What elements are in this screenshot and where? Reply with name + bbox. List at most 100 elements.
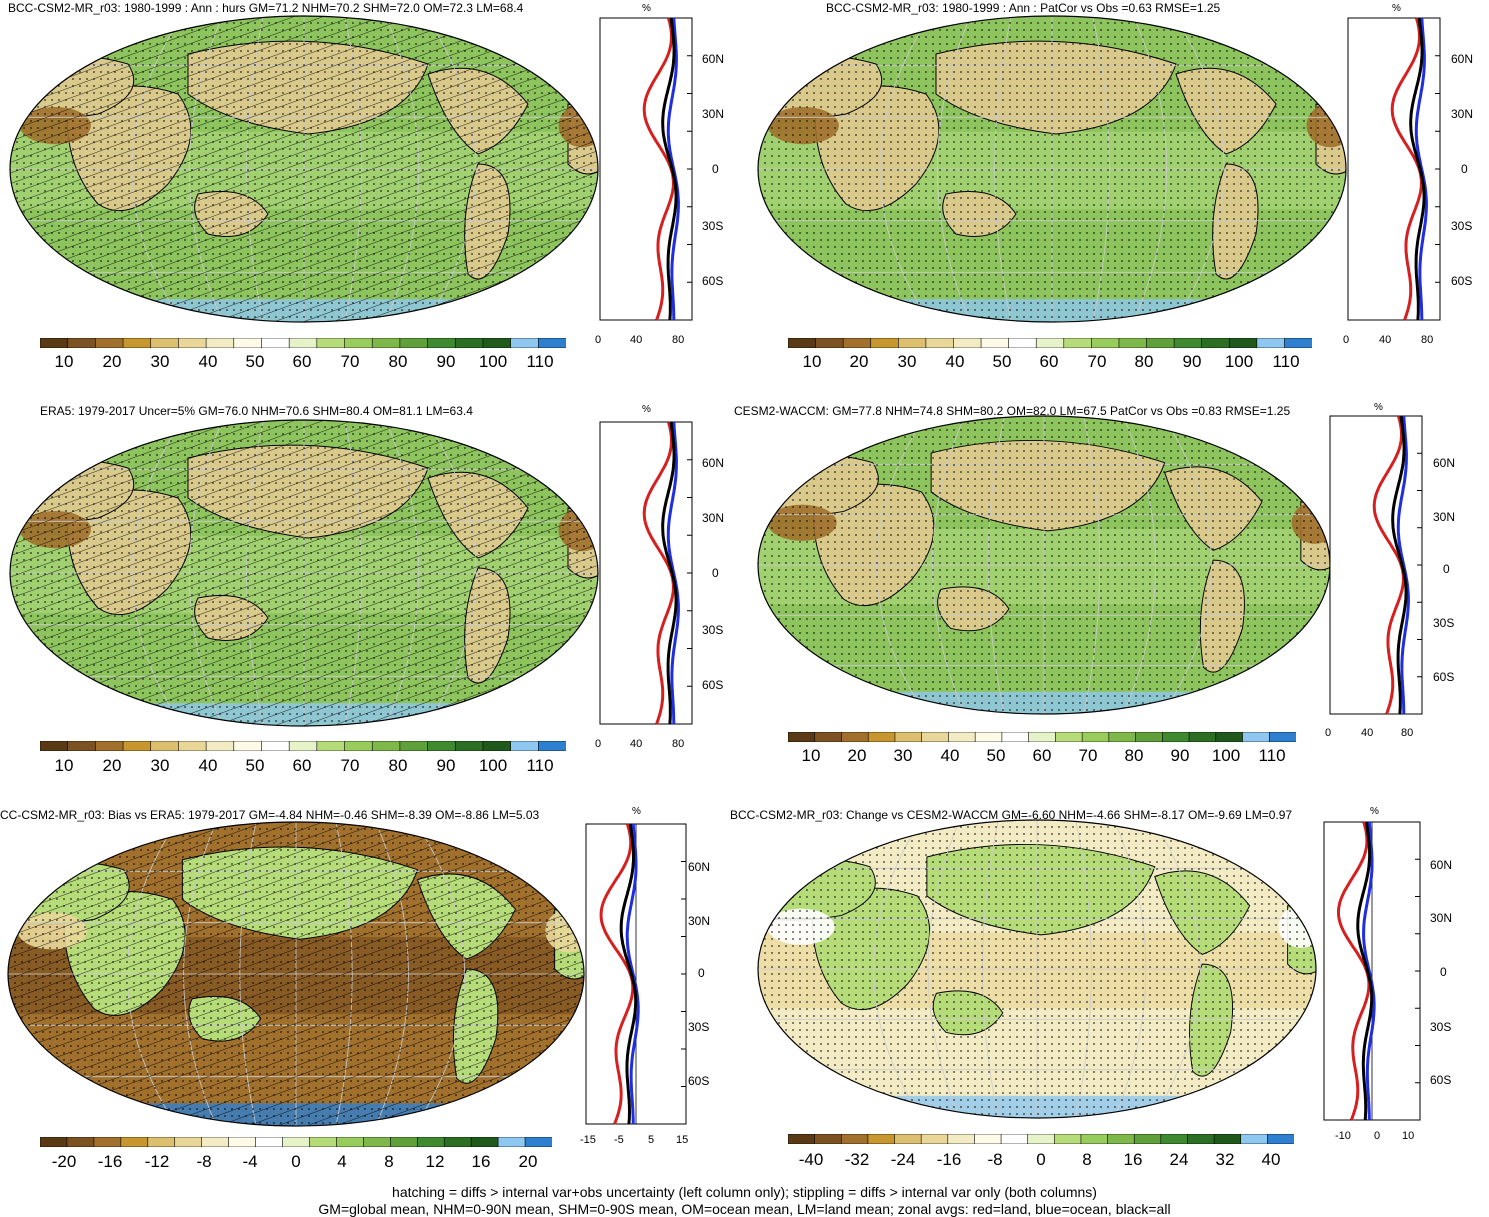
panel-title: BCC-CSM2-MR_r03: 1980-1999 : Ann : hurs … bbox=[8, 1, 524, 15]
zonal-unit-label: % bbox=[1374, 402, 1383, 413]
map-border bbox=[7, 821, 585, 1127]
colorbar-swatch bbox=[344, 741, 374, 751]
colorbar-swatch bbox=[510, 338, 540, 348]
panel-title: BCC-CSM2-MR_r03: 1980-1999 : Ann : PatCo… bbox=[826, 1, 1221, 15]
map-robinson bbox=[757, 415, 1331, 715]
colorbar-swatch bbox=[815, 338, 844, 348]
colorbar-swatch bbox=[316, 338, 346, 348]
colorbar-swatch bbox=[443, 1137, 472, 1147]
zonal-mean-plot bbox=[1347, 17, 1441, 321]
colorbar-swatch bbox=[925, 338, 955, 348]
colorbar-swatch bbox=[390, 1137, 419, 1147]
colorbar-swatch bbox=[814, 1134, 843, 1144]
lat-label: 30N bbox=[688, 914, 711, 928]
colorbar-label: 40 bbox=[940, 746, 960, 765]
colorbar-swatch bbox=[1146, 338, 1175, 348]
colorbar-label: 20 bbox=[847, 746, 867, 765]
colorbar-swatch bbox=[867, 732, 896, 742]
zonal-curve bbox=[1396, 415, 1410, 714]
colorbar-swatch bbox=[1000, 1134, 1029, 1144]
colorbar-label: 20 bbox=[102, 352, 122, 371]
map-border bbox=[757, 15, 1347, 323]
zonal-x-tick: -15 bbox=[580, 1134, 596, 1146]
colorbar-label: -16 bbox=[936, 1150, 962, 1169]
colorbar-swatch bbox=[482, 741, 512, 751]
colorbar-label: -8 bbox=[196, 1152, 212, 1171]
colorbar-swatch bbox=[66, 1137, 95, 1147]
lat-label: 30S bbox=[702, 623, 724, 637]
colorbar-label: 10 bbox=[802, 352, 822, 371]
colorbar-labels: 10 20 30 40 50 60 70 80 90 100 110 bbox=[40, 352, 566, 372]
colorbar-swatch bbox=[788, 732, 816, 742]
zonal-curve bbox=[1409, 17, 1426, 321]
colorbar-swatch bbox=[1188, 732, 1217, 742]
zonal-mean-plot bbox=[599, 17, 693, 321]
colorbar-swatch bbox=[1063, 338, 1093, 348]
colorbar-label: 90 bbox=[1170, 746, 1190, 765]
colorbar-swatch bbox=[482, 338, 512, 348]
colorbar-label: -32 bbox=[844, 1150, 870, 1169]
zonal-x-tick: 40 bbox=[1361, 727, 1374, 739]
colorbar-swatch bbox=[1228, 338, 1258, 348]
colorbar-label: 12 bbox=[425, 1152, 445, 1171]
colorbar-swatch bbox=[261, 741, 290, 751]
colorbar-swatch bbox=[122, 741, 152, 751]
lat-label: 0 bbox=[698, 966, 705, 980]
colorbar-swatch bbox=[1118, 338, 1148, 348]
zonal-x-tick: -10 bbox=[1335, 1130, 1351, 1142]
colorbar-label: 24 bbox=[1169, 1150, 1189, 1169]
colorbar-swatch bbox=[344, 338, 374, 348]
colorbar-label: 70 bbox=[1087, 352, 1107, 371]
colorbar-swatch bbox=[288, 741, 318, 751]
panel-title: CC-CSM2-MR_r03: Bias vs ERA5: 1979-2017 … bbox=[0, 808, 540, 822]
map-robinson bbox=[7, 821, 585, 1127]
colorbar-labels: -40 -32 -24 -16 -8 0 8 16 24 32 40 bbox=[788, 1150, 1294, 1170]
colorbar-label: 110 bbox=[1272, 352, 1300, 371]
zonal-x-tick: 0 bbox=[595, 738, 602, 750]
colorbar-swatch bbox=[510, 741, 540, 751]
colorbar-swatch bbox=[282, 1137, 311, 1147]
colorbar-swatch bbox=[1108, 732, 1137, 742]
zonal-mean-plot bbox=[599, 421, 693, 725]
colorbar-swatch bbox=[1135, 732, 1164, 742]
colorbar-swatch bbox=[233, 338, 263, 348]
colorbar-swatch bbox=[1173, 338, 1203, 348]
colorbar-label: 50 bbox=[986, 746, 1006, 765]
zonal-mean-plot bbox=[585, 823, 687, 1125]
colorbar-labels: 10 20 30 40 50 60 70 80 90 100 110 bbox=[40, 756, 566, 776]
colorbar-swatch bbox=[454, 338, 484, 348]
zonal-frame bbox=[599, 17, 693, 321]
colorbar-swatch bbox=[205, 741, 235, 751]
lat-label: 60N bbox=[688, 860, 711, 874]
colorbar-label: 32 bbox=[1215, 1150, 1235, 1169]
colorbar-swatch bbox=[1284, 338, 1312, 348]
colorbar-label: 30 bbox=[150, 352, 170, 371]
lat-label: 30N bbox=[1430, 911, 1453, 925]
zonal-curve bbox=[666, 421, 680, 724]
colorbar-label: 30 bbox=[897, 352, 917, 371]
colorbar-label: 8 bbox=[1082, 1150, 1092, 1169]
colorbar-swatch bbox=[40, 741, 69, 751]
colorbar-swatch bbox=[538, 338, 566, 348]
colorbar-label: 110 bbox=[526, 352, 554, 371]
colorbar-swatch bbox=[233, 741, 263, 751]
zonal-frame bbox=[1347, 17, 1441, 321]
colorbar-swatch bbox=[1035, 338, 1065, 348]
colorbar-label: 100 bbox=[1211, 746, 1241, 765]
colorbar-labels: 10 20 30 40 50 60 70 80 90 100 110 bbox=[788, 746, 1296, 766]
colorbar bbox=[40, 338, 566, 348]
lat-label: 0 bbox=[1440, 965, 1447, 979]
colorbar bbox=[40, 741, 566, 751]
colorbar-label: 16 bbox=[471, 1152, 491, 1171]
colorbar-swatch bbox=[497, 1137, 526, 1147]
colorbar-label: 60 bbox=[1039, 352, 1059, 371]
lat-label: 0 bbox=[712, 566, 719, 580]
colorbar-label: 90 bbox=[436, 352, 456, 371]
colorbar bbox=[788, 338, 1312, 348]
colorbar-swatch bbox=[1160, 1134, 1189, 1144]
colorbar-swatch bbox=[947, 1134, 976, 1144]
colorbar-swatch bbox=[1256, 338, 1286, 348]
colorbar-label: 100 bbox=[478, 352, 508, 371]
colorbar-swatch bbox=[67, 338, 97, 348]
colorbar-swatch bbox=[1162, 732, 1190, 742]
